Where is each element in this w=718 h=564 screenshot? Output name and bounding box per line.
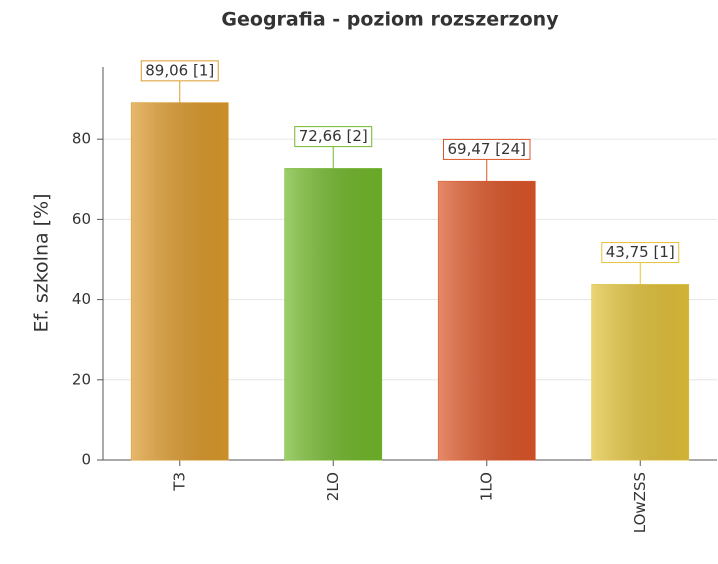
data-label-box bbox=[294, 126, 373, 148]
y-axis-label: Ef. szkolna [%] bbox=[31, 193, 53, 332]
data-label-box bbox=[140, 60, 219, 82]
data-label: 89,06 [1] bbox=[145, 61, 214, 79]
x-tick-label: 2LO bbox=[324, 472, 342, 501]
y-tick-label: 20 bbox=[72, 370, 91, 388]
data-label: 43,75 [1] bbox=[606, 243, 675, 261]
x-tick-label: LOwZSS bbox=[631, 472, 649, 533]
data-label-box bbox=[601, 242, 680, 264]
x-tick-label: 1LO bbox=[477, 472, 495, 501]
bar-shine bbox=[284, 168, 382, 460]
x-tick-label: T3 bbox=[170, 472, 188, 492]
y-tick-label: 60 bbox=[72, 210, 91, 228]
y-tick-label: 80 bbox=[72, 130, 91, 148]
bar-shine bbox=[438, 181, 536, 460]
data-label: 69,47 [24] bbox=[447, 140, 526, 158]
chart-title: Geografia - poziom rozszerzony bbox=[221, 9, 559, 31]
bar-shine bbox=[131, 102, 229, 460]
y-tick-label: 0 bbox=[81, 451, 91, 469]
data-label: 72,66 [2] bbox=[299, 127, 368, 145]
data-label-box bbox=[442, 138, 531, 160]
y-tick-label: 40 bbox=[72, 290, 91, 308]
bar-shine bbox=[591, 284, 689, 460]
